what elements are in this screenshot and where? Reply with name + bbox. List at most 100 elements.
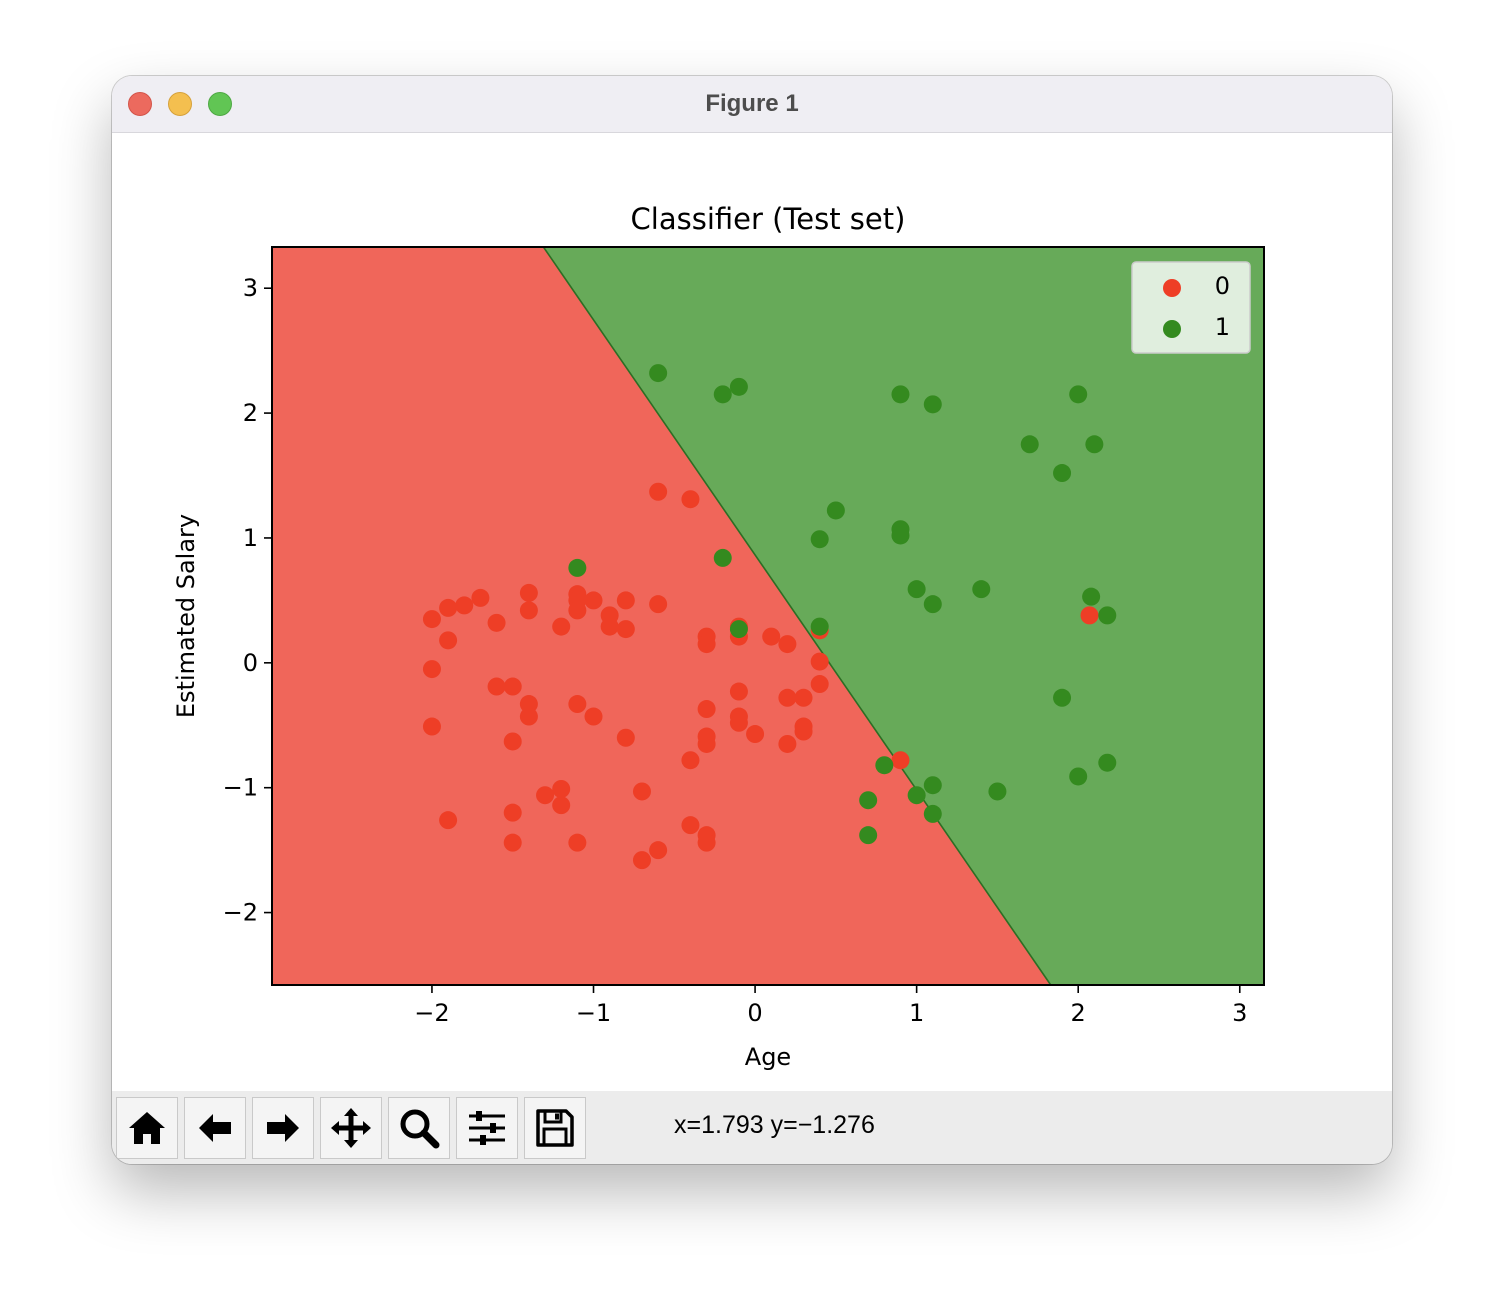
decision-boundary [542,247,1052,985]
floppy-disk-icon [536,1109,574,1147]
scatter-point-class-0 [519,601,538,620]
legend: 0 1 [1131,261,1251,354]
scatter-point-class-0 [810,652,829,671]
scatter-point-class-0 [568,833,587,852]
scatter-point-class-0 [681,490,700,509]
scatter-point-class-1 [1098,606,1117,625]
arrow-right-icon [267,1114,299,1142]
scatter-point-class-0 [584,707,603,726]
scatter-point-class-1 [568,558,587,577]
y-tick-label: 1 [243,524,258,552]
scatter-point-class-0 [681,751,700,770]
scatter-point-class-0 [616,591,635,610]
scatter-point-class-0 [697,700,716,719]
figure-window: Figure 1 −2 −1 0 1 2 3 −2 −1 0 1 2 3 Classifier (T… [112,76,1392,1164]
scatter-point-class-1 [1053,688,1072,707]
home-button[interactable] [116,1097,178,1159]
maximize-window-button[interactable] [208,92,232,116]
scatter-point-class-0 [503,677,522,696]
magnifier-icon [400,1109,440,1149]
scatter-point-class-1 [826,501,845,520]
scatter-point-class-1 [875,756,894,775]
cursor-coordinates: x=1.793 y=−1.276 [674,1111,875,1139]
scatter-point-class-1 [923,776,942,795]
y-tick-label: −2 [223,899,258,927]
scatter-point-class-1 [1069,385,1088,404]
scatter-point-class-1 [713,385,732,404]
scatter-point-class-0 [778,688,797,707]
scatter-point-class-0 [649,482,668,501]
arrow-left-icon [199,1114,231,1142]
scatter-point-class-0 [697,833,716,852]
scatter-point-class-0 [455,596,474,615]
scatter-point-class-0 [584,591,603,610]
scatter-point-class-1 [923,595,942,614]
scatter-point-class-0 [649,595,668,614]
legend-box [1131,261,1251,354]
figure-canvas[interactable]: −2 −1 0 1 2 3 −2 −1 0 1 2 3 Classifier (Test set) … [112,133,1392,1091]
scatter-point-class-0 [697,734,716,753]
scatter-point-class-1 [891,526,910,545]
legend-label-1: 1 [1215,313,1230,341]
scatter-point-class-0 [778,734,797,753]
scatter-point-class-0 [519,583,538,602]
scatter-point-class-1 [907,580,926,599]
scatter-points [422,364,1117,870]
x-tick-label: 0 [747,999,762,1027]
scatter-point-class-0 [810,675,829,694]
scatter-point-class-1 [1053,464,1072,483]
sliders-icon [469,1111,505,1145]
zoom-button[interactable] [388,1097,450,1159]
scatter-point-class-0 [471,588,490,607]
save-button[interactable] [524,1097,586,1159]
scatter-point-class-0 [762,627,781,646]
scatter-point-class-0 [632,782,651,801]
scatter-point-class-0 [616,728,635,747]
scatter-point-class-1 [859,826,878,845]
scatter-point-class-1 [713,548,732,567]
navigation-toolbar: x=1.793 y=−1.276 [112,1091,1392,1164]
y-tick-label: 2 [243,399,258,427]
scatter-point-class-0 [552,796,571,815]
scatter-point-class-0 [422,717,441,736]
y-tick-label: −1 [223,774,258,802]
y-axis-label: Estimated Salary [172,514,200,718]
scatter-point-class-0 [487,613,506,632]
scatter-point-class-1 [907,786,926,805]
scatter-point-class-1 [729,377,748,396]
close-window-button[interactable] [128,92,152,116]
legend-marker-1 [1163,320,1181,338]
pan-button[interactable] [320,1097,382,1159]
scatter-point-class-0 [568,695,587,714]
legend-label-0: 0 [1215,272,1230,300]
minimize-window-button[interactable] [168,92,192,116]
scatter-point-class-0 [746,725,765,744]
scatter-point-class-0 [568,601,587,620]
configure-subplots-button[interactable] [456,1097,518,1159]
scatter-point-class-0 [503,803,522,822]
scatter-point-class-0 [681,816,700,835]
scatter-point-class-0 [697,635,716,654]
scatter-point-class-0 [519,707,538,726]
y-axis-ticks: −2 −1 0 1 2 3 [223,274,272,927]
back-button[interactable] [184,1097,246,1159]
scatter-point-class-0 [649,841,668,860]
x-axis-label: Age [745,1043,791,1071]
x-tick-label: 1 [909,999,924,1027]
home-icon [129,1112,165,1144]
scatter-point-class-1 [988,782,1007,801]
scatter-point-class-0 [729,682,748,701]
y-tick-label: 0 [243,649,258,677]
scatter-point-class-1 [1098,753,1117,772]
forward-button[interactable] [252,1097,314,1159]
scatter-point-class-1 [972,580,991,599]
x-tick-label: 3 [1232,999,1247,1027]
scatter-point-class-0 [729,713,748,732]
move-icon [331,1108,371,1148]
decision-region-1 [543,247,1264,985]
scatter-point-class-0 [422,660,441,679]
scatter-point-class-0 [439,811,458,830]
scatter-point-class-0 [503,833,522,852]
scatter-point-class-0 [519,695,538,714]
decision-region-0 [272,247,1051,985]
